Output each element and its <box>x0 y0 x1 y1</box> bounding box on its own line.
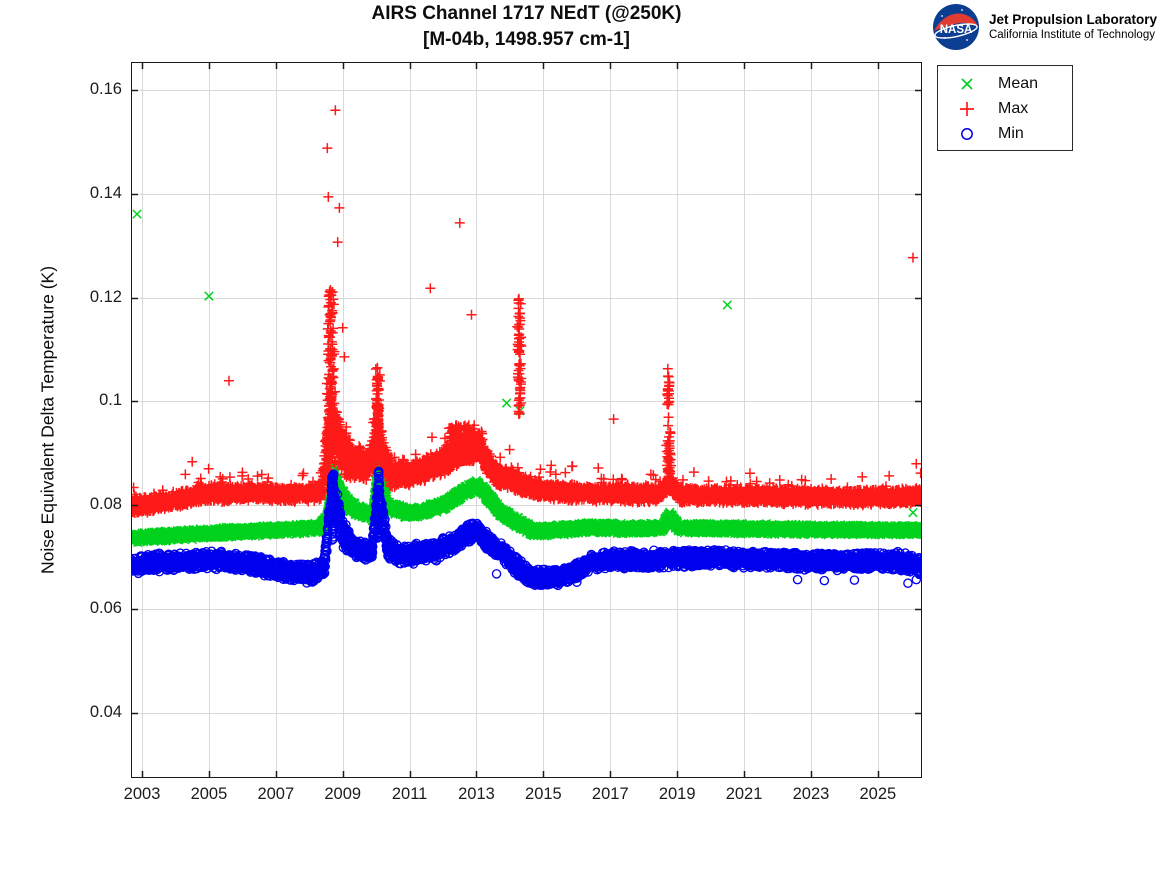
scatter-plot-canvas <box>131 62 922 778</box>
legend-label: Max <box>998 99 1029 117</box>
x-tick-label: 2017 <box>591 785 629 803</box>
nasa-jpl-logo: NASA Jet Propulsion Laboratory Californi… <box>932 3 1157 51</box>
y-tick-label: 0.08 <box>89 495 122 514</box>
x-tick-label: 2023 <box>792 785 830 803</box>
x-tick-label: 2013 <box>458 785 495 803</box>
x-tick-label: 2007 <box>257 785 295 803</box>
legend: Mean Max Min <box>937 65 1073 151</box>
chart-title-line2: [M-04b, 1498.957 cm-1] <box>423 29 630 50</box>
x-tick-label: 2011 <box>391 785 428 803</box>
chart-title-line1: AIRS Channel 1717 NEdT (@250K) <box>371 3 682 24</box>
jpl-name: Jet Propulsion Laboratory <box>988 12 1157 27</box>
mean-marker-icon <box>961 77 973 90</box>
x-tick-label: 2005 <box>190 785 228 803</box>
nasa-meatball-icon: NASA <box>932 4 979 50</box>
jpl-subname: California Institute of Technology <box>988 29 1155 41</box>
min-marker-icon <box>961 127 973 140</box>
x-tick-label: 2009 <box>324 785 362 803</box>
y-tick-label: 0.1 <box>99 391 122 410</box>
y-tick-label: 0.14 <box>89 183 122 202</box>
y-tick-label: 0.04 <box>89 702 122 721</box>
x-tick-label: 2019 <box>658 785 696 803</box>
x-tick-label: 2021 <box>725 785 763 803</box>
x-tick-label: 2025 <box>859 785 897 803</box>
legend-label: Min <box>998 124 1024 142</box>
jpl-wordmark: Jet Propulsion Laboratory California Ins… <box>989 11 1157 43</box>
legend-item-min: Min <box>938 121 1072 146</box>
max-marker-icon <box>960 101 974 116</box>
y-tick-label: 0.16 <box>89 79 122 98</box>
y-tick-label: 0.12 <box>89 287 122 306</box>
y-tick-label: 0.06 <box>89 599 122 618</box>
x-tick-label: 2015 <box>525 785 562 803</box>
y-axis-label: Noise Equivalent Delta Temperature (K) <box>37 265 58 575</box>
legend-label: Mean <box>998 74 1039 92</box>
x-tick-label: 2003 <box>123 785 161 803</box>
legend-item-mean: Mean <box>938 71 1072 96</box>
legend-item-max: Max <box>938 96 1072 121</box>
